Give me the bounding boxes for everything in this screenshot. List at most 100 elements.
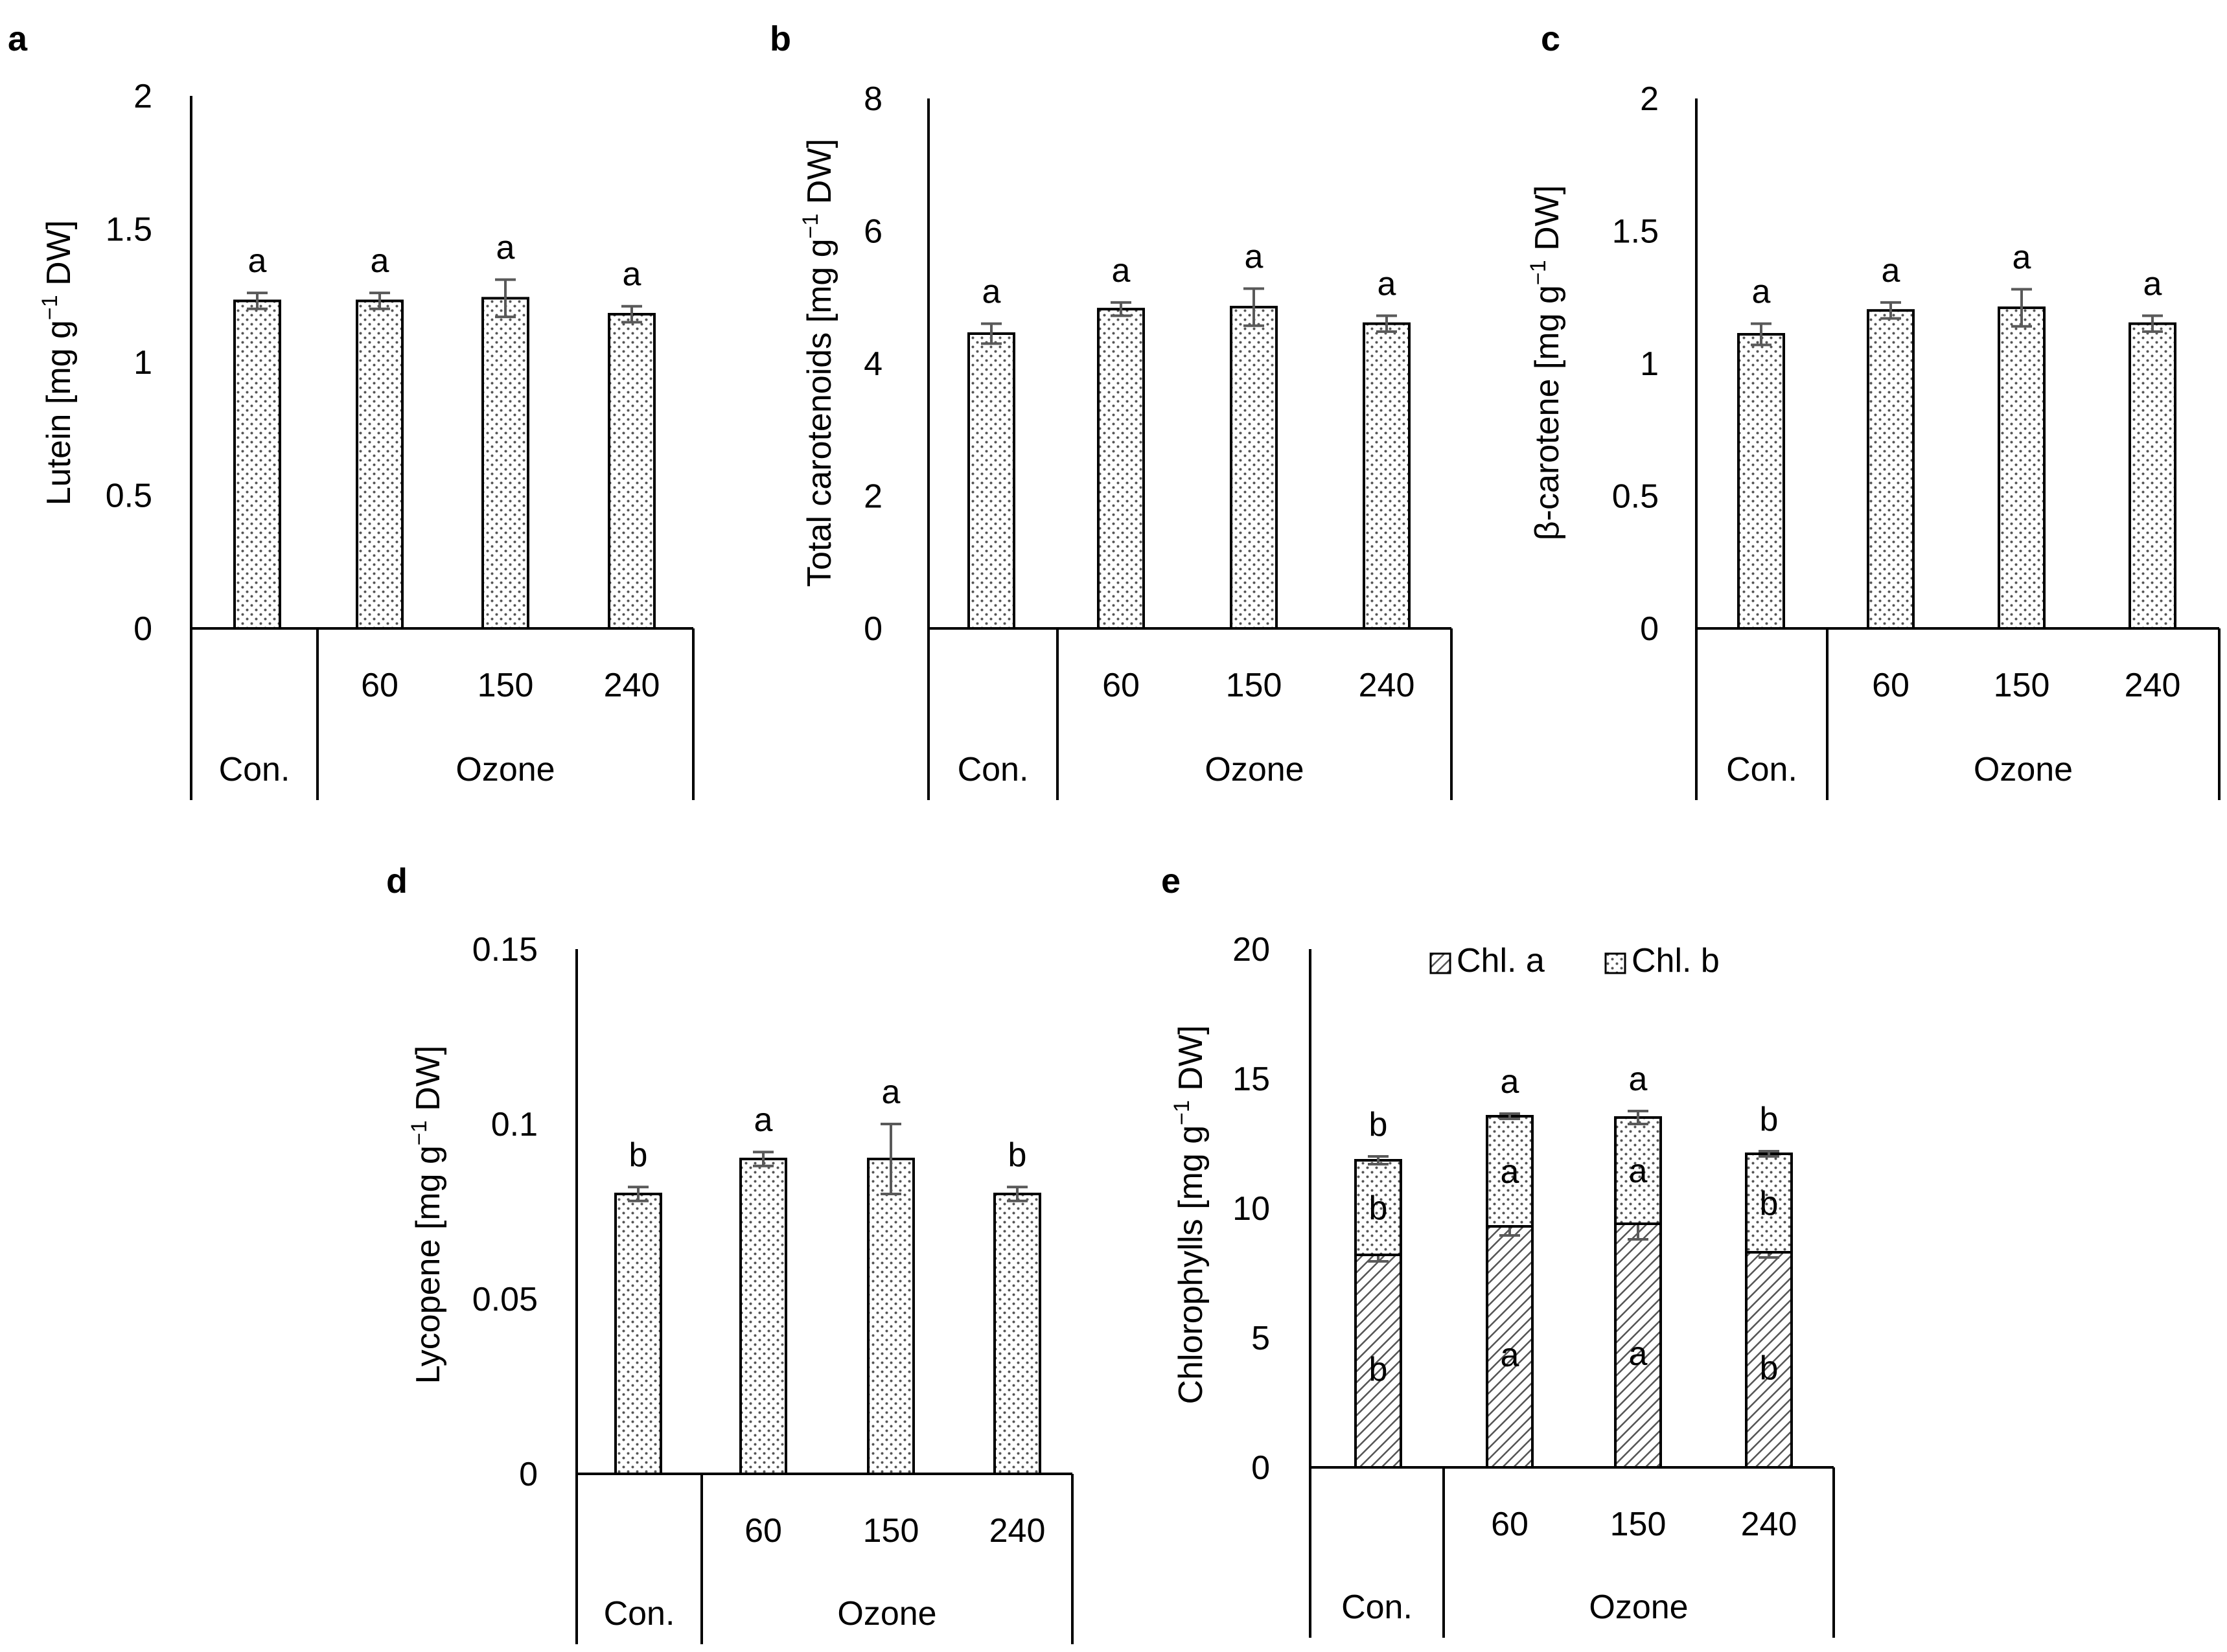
y-tick-label: 2 [133, 78, 152, 115]
significance-letter: a [1501, 1153, 1519, 1191]
y-tick-label: 0.1 [491, 1106, 538, 1143]
x-tick-label: 60 [1872, 667, 1910, 704]
x-tick-label: 60 [361, 667, 398, 704]
bar [2129, 322, 2176, 630]
significance-letter: a [1245, 238, 1264, 275]
significance-letter: b [1760, 1185, 1779, 1222]
bar [1737, 333, 1785, 630]
significance-letter: a [1501, 1337, 1519, 1374]
panel-letter-a: a [8, 19, 28, 58]
y-tick-label: 0.5 [1612, 478, 1659, 516]
significance-letter: a [982, 273, 1001, 311]
legend-label: Chl. a [1457, 942, 1545, 980]
significance-letter: b [1369, 1351, 1388, 1388]
panel-letter-d: d [386, 862, 408, 901]
y-tick-label: 0 [864, 610, 883, 648]
chart-panel-e: 0 5 10 15 20 Chlorophylls [mg g−1 DW] 60 150 240… [1170, 931, 1835, 1638]
chart-panel-a: 0 0.5 1 1.5 2 Lutein [mg g−1 DW] 60 150 240 Con. O… [38, 78, 695, 800]
y-tick-label: 8 [864, 80, 883, 118]
bar [1354, 1159, 1402, 1256]
y-tick-label: 20 [1232, 931, 1270, 969]
chart-panel-c: 0 0.5 1 1.5 2 β-carotene [mg g−1 DW] 60 150 240 C… [1526, 80, 2221, 800]
y-axis-label: β-carotene [mg g−1 DW] [1526, 185, 1566, 540]
y-tick-label: 2 [864, 478, 883, 516]
y-axis-label: Lutein [mg g−1 DW] [38, 220, 78, 505]
significance-letter: a [2013, 238, 2031, 276]
x-tick-label: 240 [604, 667, 660, 704]
significance-letter: b [1760, 1349, 1779, 1387]
chart-panel-d: 0 0.05 0.1 0.15 Lycopene [mg g−1 DW] 60 150 240… [407, 931, 1074, 1644]
x-tick-label: 60 [744, 1512, 782, 1550]
significance-letter: a [1378, 265, 1396, 303]
bar [993, 1193, 1041, 1475]
y-axis-label: Lycopene [mg g−1 DW] [407, 1046, 447, 1384]
bar [1354, 1254, 1402, 1469]
y-tick-label: 0.05 [472, 1281, 538, 1318]
panel-letter-c: c [1541, 19, 1560, 58]
y-axis-label: Total carotenoids [mg g−1 DW] [798, 139, 838, 587]
bar [867, 1158, 915, 1475]
y-tick-label: 1 [133, 344, 152, 382]
bar [1230, 306, 1278, 630]
significance-letter: a [1629, 1153, 1648, 1190]
bar [233, 299, 281, 630]
bar [1867, 309, 1915, 630]
legend-swatch [1429, 952, 1451, 974]
x-tick-label: 60 [1491, 1506, 1529, 1543]
significance-letter: a [496, 229, 515, 267]
x-tick-label: 150 [1610, 1506, 1667, 1543]
y-axis-label: Chlorophylls [mg g−1 DW] [1170, 1026, 1210, 1405]
y-tick-label: 5 [1251, 1320, 1270, 1357]
x-tick-label: 150 [1226, 667, 1282, 704]
total-significance-letter: b [1760, 1101, 1779, 1138]
y-tick-label: 0.15 [472, 931, 538, 969]
chart-panel-b: 0 2 4 6 8 Total carotenoids [mg g−1 DW] 60 150 2… [798, 80, 1453, 800]
significance-letter: a [882, 1073, 901, 1111]
group-label: Con. [958, 751, 1029, 788]
bar [1097, 308, 1145, 630]
group-label: Ozone [1205, 751, 1304, 788]
significance-letter: a [1882, 252, 1900, 290]
bar [1745, 1251, 1793, 1469]
y-tick-label: 10 [1232, 1190, 1270, 1228]
y-tick-label: 1 [1640, 345, 1659, 383]
y-tick-label: 6 [864, 213, 883, 251]
panel-letter-e: e [1161, 862, 1181, 901]
x-tick-label: 240 [2125, 667, 2181, 704]
x-tick-label: 150 [863, 1512, 919, 1550]
significance-letter: a [754, 1101, 773, 1139]
legend-label: Chl. b [1632, 942, 1720, 980]
total-significance-letter: b [1369, 1106, 1388, 1143]
y-tick-label: 1.5 [1612, 213, 1659, 251]
bar [481, 297, 529, 630]
group-label: Ozone [1974, 751, 2073, 788]
x-tick-label: 150 [478, 667, 534, 704]
group-label: Ozone [1589, 1589, 1688, 1626]
total-significance-letter: a [1501, 1063, 1519, 1101]
x-tick-label: 150 [1994, 667, 2050, 704]
y-tick-label: 0 [133, 610, 152, 648]
significance-letter: b [1369, 1189, 1388, 1227]
y-tick-label: 15 [1232, 1061, 1270, 1098]
significance-letter: a [371, 242, 389, 280]
y-tick-label: 0.5 [106, 477, 152, 515]
significance-letter: a [248, 242, 267, 280]
y-tick-label: 0 [1640, 610, 1659, 648]
bar [739, 1158, 787, 1475]
significance-letter: a [2143, 265, 2162, 303]
significance-letter: a [1629, 1335, 1648, 1373]
bar [967, 332, 1015, 630]
bar [1614, 1222, 1662, 1469]
bar [1998, 306, 2046, 630]
y-tick-label: 4 [864, 345, 883, 383]
group-label: Con. [1726, 751, 1797, 788]
panel-letter-b: b [770, 19, 791, 58]
x-tick-label: 60 [1102, 667, 1140, 704]
y-tick-label: 0 [1251, 1449, 1270, 1487]
x-tick-label: 240 [1359, 667, 1415, 704]
x-tick-label: 240 [1741, 1506, 1797, 1543]
y-tick-label: 0 [519, 1456, 538, 1493]
group-label: Con. [604, 1595, 675, 1633]
legend-swatch [1604, 952, 1626, 974]
